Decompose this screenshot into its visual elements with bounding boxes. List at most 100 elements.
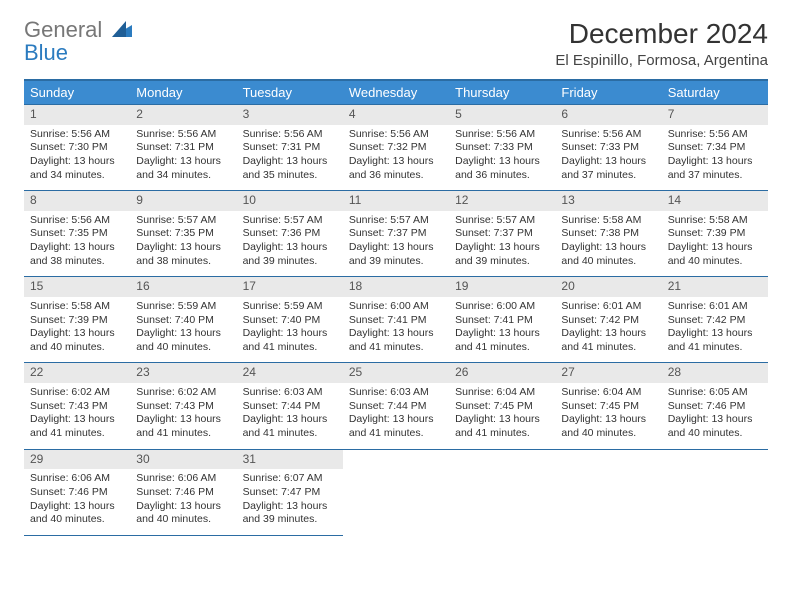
- day-header-friday: Friday: [555, 80, 661, 105]
- daylight-line: Daylight: 13 hours and 35 minutes.: [243, 155, 328, 181]
- day-header-thursday: Thursday: [449, 80, 555, 105]
- day-details: Sunrise: 5:57 AMSunset: 7:36 PMDaylight:…: [237, 211, 343, 277]
- day-details: Sunrise: 5:56 AMSunset: 7:34 PMDaylight:…: [662, 125, 768, 191]
- sunset-line: Sunset: 7:31 PM: [136, 141, 214, 153]
- day-number: 26: [449, 363, 555, 383]
- day-details: Sunrise: 6:05 AMSunset: 7:46 PMDaylight:…: [662, 383, 768, 449]
- day-details: Sunrise: 5:57 AMSunset: 7:37 PMDaylight:…: [343, 211, 449, 277]
- location-subtitle: El Espinillo, Formosa, Argentina: [555, 52, 768, 69]
- sunrise-line: Sunrise: 6:05 AM: [668, 386, 748, 398]
- day-number: 1: [24, 105, 130, 125]
- day-details: Sunrise: 6:04 AMSunset: 7:45 PMDaylight:…: [555, 383, 661, 449]
- sunset-line: Sunset: 7:46 PM: [668, 400, 746, 412]
- sunrise-line: Sunrise: 6:04 AM: [561, 386, 641, 398]
- day-number: 21: [662, 277, 768, 297]
- sunrise-line: Sunrise: 6:02 AM: [30, 386, 110, 398]
- sunrise-line: Sunrise: 5:57 AM: [349, 214, 429, 226]
- sunrise-line: Sunrise: 5:57 AM: [243, 214, 323, 226]
- logo-line2: Blue: [24, 40, 68, 65]
- daylight-line: Daylight: 13 hours and 34 minutes.: [30, 155, 115, 181]
- day-number: 24: [237, 363, 343, 383]
- calendar-page: General Blue December 2024 El Espinillo,…: [0, 0, 792, 554]
- calendar-cell: 3Sunrise: 5:56 AMSunset: 7:31 PMDaylight…: [237, 105, 343, 191]
- daylight-line: Daylight: 13 hours and 41 minutes.: [668, 327, 753, 353]
- day-number: 27: [555, 363, 661, 383]
- day-number: 20: [555, 277, 661, 297]
- calendar-cell: 22Sunrise: 6:02 AMSunset: 7:43 PMDayligh…: [24, 363, 130, 449]
- day-details: Sunrise: 6:06 AMSunset: 7:46 PMDaylight:…: [130, 469, 236, 535]
- sunset-line: Sunset: 7:45 PM: [455, 400, 533, 412]
- calendar-cell: 6Sunrise: 5:56 AMSunset: 7:33 PMDaylight…: [555, 105, 661, 191]
- sunrise-line: Sunrise: 6:03 AM: [349, 386, 429, 398]
- daylight-line: Daylight: 13 hours and 37 minutes.: [668, 155, 753, 181]
- day-number: 2: [130, 105, 236, 125]
- daylight-line: Daylight: 13 hours and 39 minutes.: [349, 241, 434, 267]
- day-number: 13: [555, 191, 661, 211]
- day-details: Sunrise: 5:57 AMSunset: 7:35 PMDaylight:…: [130, 211, 236, 277]
- day-number: 22: [24, 363, 130, 383]
- calendar-cell: 29Sunrise: 6:06 AMSunset: 7:46 PMDayligh…: [24, 449, 130, 535]
- sunset-line: Sunset: 7:46 PM: [136, 486, 214, 498]
- day-number: 8: [24, 191, 130, 211]
- day-number: 7: [662, 105, 768, 125]
- sunset-line: Sunset: 7:31 PM: [243, 141, 321, 153]
- daylight-line: Daylight: 13 hours and 41 minutes.: [349, 413, 434, 439]
- page-title: December 2024: [555, 18, 768, 50]
- calendar-cell: 21Sunrise: 6:01 AMSunset: 7:42 PMDayligh…: [662, 277, 768, 363]
- day-details: Sunrise: 6:02 AMSunset: 7:43 PMDaylight:…: [24, 383, 130, 449]
- sunrise-line: Sunrise: 5:58 AM: [561, 214, 641, 226]
- sunrise-line: Sunrise: 6:00 AM: [455, 300, 535, 312]
- daylight-line: Daylight: 13 hours and 40 minutes.: [136, 500, 221, 526]
- day-number: 3: [237, 105, 343, 125]
- calendar-cell: 14Sunrise: 5:58 AMSunset: 7:39 PMDayligh…: [662, 191, 768, 277]
- sunrise-line: Sunrise: 5:56 AM: [30, 128, 110, 140]
- daylight-line: Daylight: 13 hours and 41 minutes.: [349, 327, 434, 353]
- day-details: Sunrise: 6:00 AMSunset: 7:41 PMDaylight:…: [343, 297, 449, 363]
- sunset-line: Sunset: 7:41 PM: [455, 314, 533, 326]
- calendar-cell: 4Sunrise: 5:56 AMSunset: 7:32 PMDaylight…: [343, 105, 449, 191]
- day-number: 23: [130, 363, 236, 383]
- sunset-line: Sunset: 7:30 PM: [30, 141, 108, 153]
- calendar-cell: 26Sunrise: 6:04 AMSunset: 7:45 PMDayligh…: [449, 363, 555, 449]
- sunset-line: Sunset: 7:38 PM: [561, 227, 639, 239]
- calendar-cell: 9Sunrise: 5:57 AMSunset: 7:35 PMDaylight…: [130, 191, 236, 277]
- calendar-week: 22 Sunrise: 6:02 AM Sunset: 7:43 PM Dayligh…: [24, 363, 768, 449]
- calendar-cell: [662, 449, 768, 535]
- sunset-line: Sunset: 7:43 PM: [30, 400, 108, 412]
- day-details: Sunrise: 6:03 AMSunset: 7:44 PMDaylight:…: [237, 383, 343, 449]
- sunset-line: Sunset: 7:46 PM: [30, 486, 108, 498]
- header: General Blue December 2024 El Espinillo,…: [24, 18, 768, 69]
- sunset-line: Sunset: 7:36 PM: [243, 227, 321, 239]
- daylight-line: Daylight: 13 hours and 39 minutes.: [243, 500, 328, 526]
- day-number: 31: [237, 450, 343, 470]
- day-details: Sunrise: 5:56 AMSunset: 7:33 PMDaylight:…: [449, 125, 555, 191]
- calendar-cell: 27Sunrise: 6:04 AMSunset: 7:45 PMDayligh…: [555, 363, 661, 449]
- daylight-line: Daylight: 13 hours and 34 minutes.: [136, 155, 221, 181]
- sunset-line: Sunset: 7:43 PM: [136, 400, 214, 412]
- day-details: Sunrise: 6:01 AMSunset: 7:42 PMDaylight:…: [555, 297, 661, 363]
- daylight-line: Daylight: 13 hours and 40 minutes.: [30, 327, 115, 353]
- calendar-cell: [555, 449, 661, 535]
- day-number: 11: [343, 191, 449, 211]
- day-details: Sunrise: 5:56 AMSunset: 7:35 PMDaylight:…: [24, 211, 130, 277]
- daylight-line: Daylight: 13 hours and 39 minutes.: [455, 241, 540, 267]
- sunrise-line: Sunrise: 5:56 AM: [349, 128, 429, 140]
- day-header-saturday: Saturday: [662, 80, 768, 105]
- day-details: Sunrise: 5:56 AMSunset: 7:31 PMDaylight:…: [130, 125, 236, 191]
- logo-icon: [112, 17, 132, 42]
- day-number: 29: [24, 450, 130, 470]
- sunrise-line: Sunrise: 5:57 AM: [136, 214, 216, 226]
- sunrise-line: Sunrise: 6:01 AM: [668, 300, 748, 312]
- calendar-cell: 15Sunrise: 5:58 AMSunset: 7:39 PMDayligh…: [24, 277, 130, 363]
- sunrise-line: Sunrise: 6:01 AM: [561, 300, 641, 312]
- day-header-monday: Monday: [130, 80, 236, 105]
- sunset-line: Sunset: 7:44 PM: [349, 400, 427, 412]
- logo: General Blue: [24, 18, 132, 64]
- daylight-line: Daylight: 13 hours and 40 minutes.: [136, 327, 221, 353]
- sunrise-line: Sunrise: 5:59 AM: [136, 300, 216, 312]
- day-details: Sunrise: 6:03 AM Sunset: 7:44 PMDaylight:…: [343, 383, 449, 449]
- calendar-cell: 24Sunrise: 6:03 AMSunset: 7:44 PMDayligh…: [237, 363, 343, 449]
- day-details: Sunrise: 5:56 AMSunset: 7:33 PMDaylight:…: [555, 125, 661, 191]
- sunset-line: Sunset: 7:39 PM: [668, 227, 746, 239]
- calendar-cell: 2Sunrise: 5:56 AMSunset: 7:31 PMDaylight…: [130, 105, 236, 191]
